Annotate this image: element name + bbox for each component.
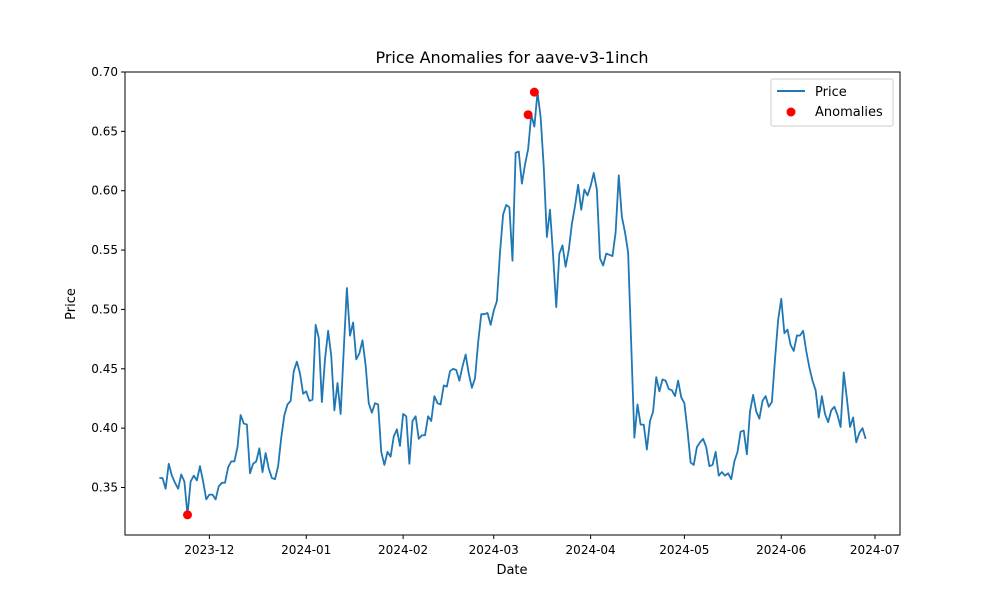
y-tick-label: 0.40 [91,421,118,435]
x-axis: 2023-12 2024-01 2024-02 2024-03 2024-04 2024-… [184,535,900,557]
x-tick-label: 2024-02 [378,543,428,557]
plot-area [159,87,867,520]
plot-frame [124,71,901,536]
legend-price-label: Price [815,85,847,100]
y-tick-label: 0.60 [91,184,118,198]
anomaly-point [183,510,192,520]
x-tick-label: 2024-07 [850,543,900,557]
x-axis-label: Date [496,563,527,578]
y-axis-label: Price [64,288,79,320]
y-tick-label: 0.65 [91,124,118,138]
y-tick-label: 0.55 [91,243,118,257]
legend: Price Anomalies [770,78,894,127]
x-tick-label: 2024-01 [281,543,331,557]
x-tick-label: 2024-06 [756,543,806,557]
legend-anomalies-swatch [786,107,796,117]
y-tick-label: 0.35 [91,481,118,495]
anomaly-point [529,87,539,97]
y-tick-label: 0.50 [91,302,118,316]
chart-title: Price Anomalies for aave-v3-1inch [375,48,648,67]
x-tick-label: 2023-12 [184,543,234,557]
legend-anomalies-label: Anomalies [815,105,883,120]
y-axis: 0.35 0.40 0.45 0.50 0.55 0.60 0.65 0.70 [91,65,125,495]
y-tick-label: 0.45 [91,362,118,376]
x-tick-label: 2024-03 [469,543,519,557]
x-tick-label: 2024-04 [566,543,616,557]
anomaly-point [523,110,533,120]
y-tick-label: 0.70 [91,65,118,79]
x-tick-label: 2024-05 [659,543,709,557]
price-line [159,91,867,516]
